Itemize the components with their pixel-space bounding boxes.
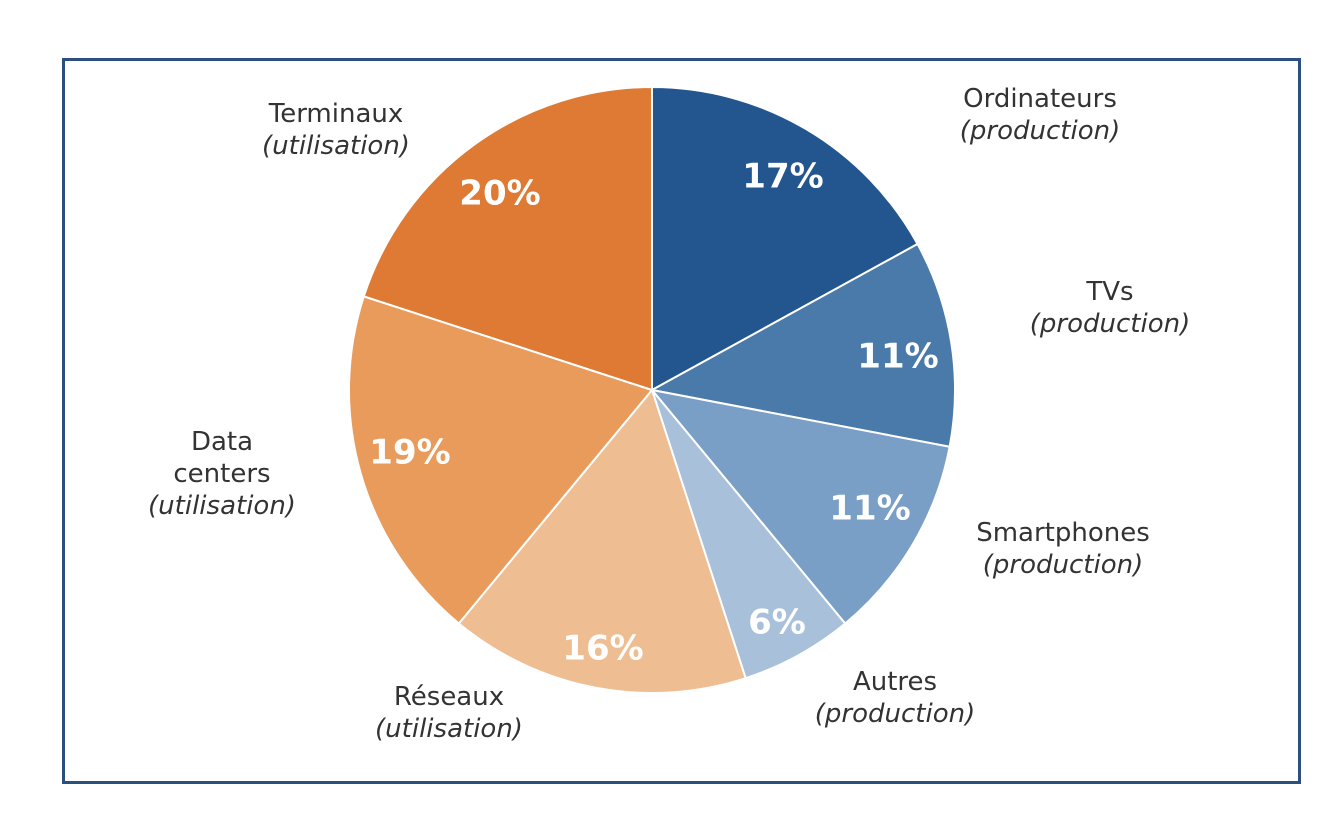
slice-category-note: (production) [1030,309,1190,339]
pie-slice [457,387,747,694]
slice-category-name: centers [173,459,270,489]
category-labels: Ordinateurs(production)TVs(production)Sm… [148,84,1190,744]
slice-percentage-label: 20% [459,174,540,214]
slice-category-name: Terminaux [268,99,404,129]
pie-slices [348,85,956,694]
pie-slice [348,295,654,625]
pie-slice [649,242,956,448]
slice-category-note: (utilisation) [375,714,523,744]
slice-percentage-label: 19% [369,433,450,473]
slice-category-name: Autres [853,667,937,697]
slice-category-name: Data [191,427,253,457]
slice-category-note: (production) [815,699,975,729]
slice-category-name: TVs [1085,277,1133,307]
pie-slice [649,388,951,625]
slice-category-note: (production) [983,550,1143,580]
percentage-labels: 17% 11% 11% 6% 16% 19% 20% [369,157,938,669]
pie-slice [362,85,653,392]
slice-category-note: (utilisation) [262,131,410,161]
slice-category-note: (production) [960,116,1120,146]
slice-percentage-label: 11% [829,489,910,529]
slice-percentage-label: 17% [742,157,823,197]
slice-category-name: Réseaux [394,682,504,712]
slice-category-name: Smartphones [976,518,1150,548]
slice-percentage-label: 16% [562,629,643,669]
slice-percentage-label: 11% [857,337,938,377]
slice-percentage-label: 6% [748,603,806,643]
slice-category-note: (utilisation) [148,491,296,521]
slice-category-name: Ordinateurs [963,84,1117,114]
pie-slice [651,85,919,392]
